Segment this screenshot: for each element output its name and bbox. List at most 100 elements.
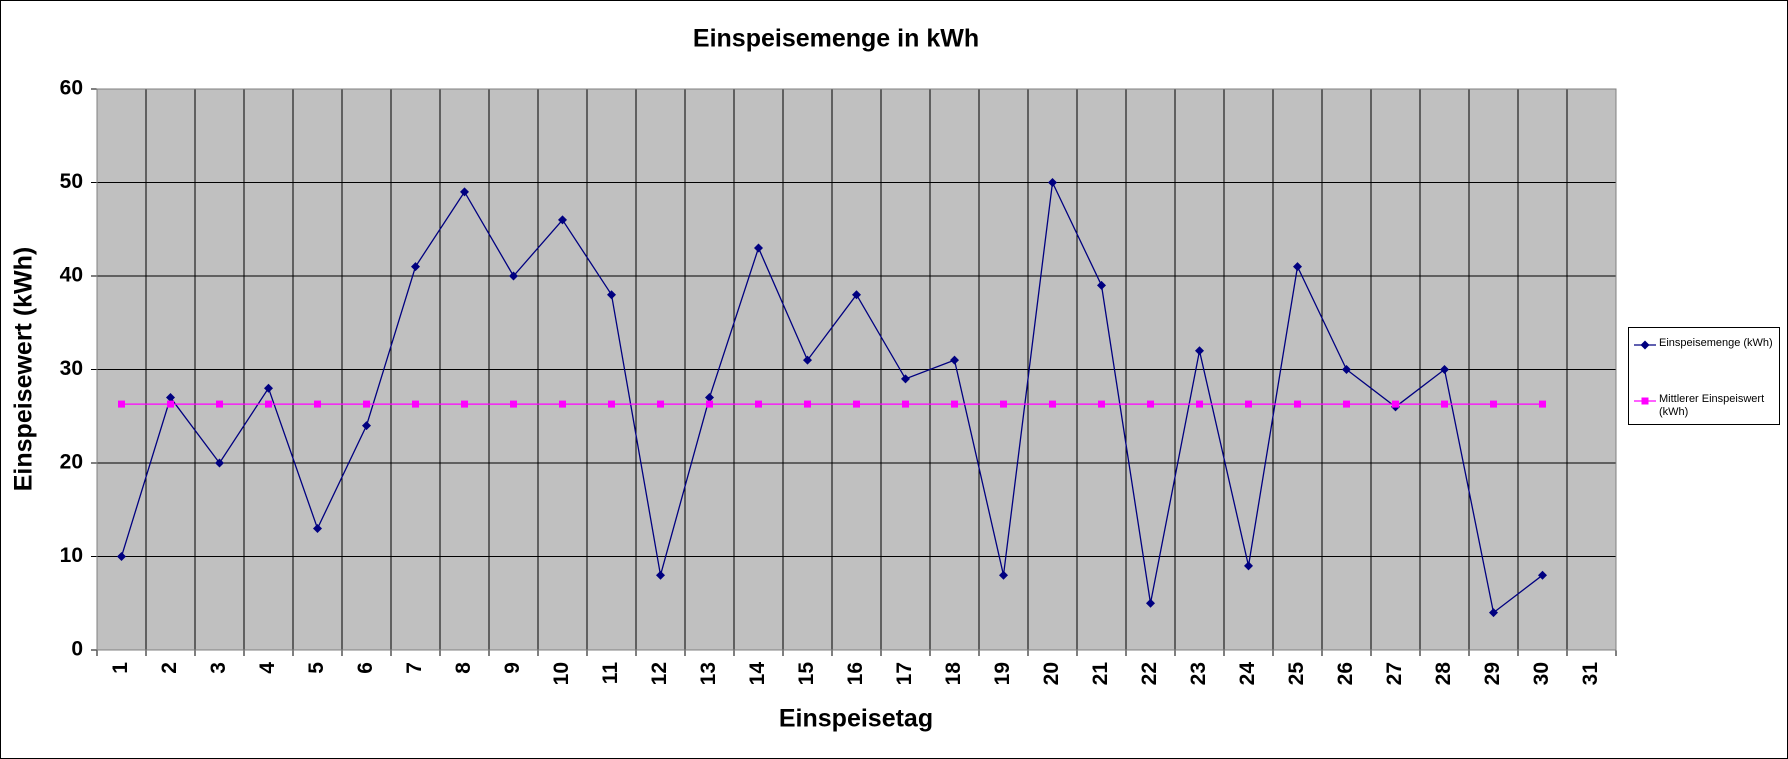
point-marker bbox=[608, 400, 615, 408]
point-marker bbox=[215, 458, 224, 468]
point-marker bbox=[1097, 280, 1106, 290]
point-marker bbox=[656, 570, 665, 580]
point-marker bbox=[314, 400, 321, 408]
point-marker bbox=[901, 374, 910, 384]
point-marker bbox=[607, 290, 616, 300]
x-tick-label: 30 bbox=[1530, 662, 1553, 685]
point-marker bbox=[362, 421, 371, 431]
x-tick-label: 20 bbox=[1040, 662, 1063, 685]
y-axis-label: Einspeisewert (kWh) bbox=[10, 247, 38, 492]
x-tick-label: 2 bbox=[158, 662, 181, 674]
x-tick-label: 13 bbox=[697, 662, 720, 685]
x-tick-label: 9 bbox=[501, 662, 524, 674]
x-tick-label: 18 bbox=[942, 662, 965, 686]
point-marker bbox=[1196, 400, 1203, 408]
y-tick-label: 30 bbox=[60, 357, 83, 380]
point-marker bbox=[412, 400, 419, 408]
point-marker bbox=[1342, 365, 1351, 374]
point-marker bbox=[411, 262, 420, 272]
x-tick-label: 29 bbox=[1481, 662, 1504, 685]
point-marker bbox=[216, 400, 223, 408]
point-marker bbox=[1000, 400, 1007, 408]
point-marker bbox=[705, 393, 714, 403]
point-marker bbox=[510, 400, 517, 408]
point-marker bbox=[509, 271, 518, 281]
point-marker bbox=[803, 355, 812, 365]
point-marker bbox=[1641, 397, 1649, 405]
x-tick-label: 15 bbox=[795, 662, 818, 686]
point-marker bbox=[559, 400, 566, 408]
x-tick-label: 26 bbox=[1334, 662, 1357, 685]
point-marker bbox=[1441, 400, 1448, 408]
y-tick-label: 60 bbox=[60, 77, 83, 100]
point-marker bbox=[1049, 400, 1056, 408]
legend-box bbox=[1628, 327, 1780, 425]
x-tick-label: 21 bbox=[1089, 662, 1112, 686]
point-marker bbox=[1392, 400, 1399, 408]
x-tick-label: 11 bbox=[599, 662, 622, 685]
x-tick-label: 4 bbox=[256, 662, 279, 674]
point-marker bbox=[902, 400, 909, 408]
point-marker bbox=[461, 400, 468, 408]
point-marker bbox=[166, 393, 175, 403]
point-marker bbox=[167, 400, 174, 408]
y-tick-label: 0 bbox=[71, 638, 83, 661]
x-tick-label: 25 bbox=[1285, 662, 1308, 686]
x-tick-label: 31 bbox=[1579, 662, 1602, 686]
y-tick-label: 20 bbox=[60, 451, 83, 474]
point-marker bbox=[1293, 262, 1302, 272]
point-marker bbox=[265, 400, 272, 408]
point-marker bbox=[657, 400, 664, 408]
x-tick-label: 16 bbox=[844, 662, 867, 685]
point-marker bbox=[804, 400, 811, 408]
x-tick-label: 23 bbox=[1187, 662, 1210, 685]
point-marker bbox=[853, 400, 860, 408]
point-marker bbox=[1146, 598, 1155, 608]
point-marker bbox=[951, 400, 958, 408]
point-marker bbox=[754, 243, 763, 253]
y-tick-label: 40 bbox=[60, 264, 83, 287]
point-marker bbox=[264, 383, 273, 393]
y-tick-label: 50 bbox=[60, 170, 83, 193]
point-marker bbox=[1490, 400, 1497, 408]
x-tick-label: 8 bbox=[452, 662, 475, 674]
point-marker bbox=[1294, 400, 1301, 408]
point-marker bbox=[1440, 365, 1449, 374]
point-marker bbox=[1098, 400, 1105, 408]
point-marker bbox=[117, 552, 126, 561]
point-marker bbox=[1195, 346, 1204, 356]
point-marker bbox=[755, 400, 762, 408]
point-marker bbox=[706, 400, 713, 408]
point-marker bbox=[460, 187, 469, 197]
y-tick-label: 10 bbox=[60, 544, 83, 567]
point-marker bbox=[999, 570, 1008, 580]
x-tick-label: 5 bbox=[305, 662, 328, 674]
point-marker bbox=[118, 400, 125, 408]
x-tick-label: 3 bbox=[207, 662, 230, 674]
x-tick-label: 28 bbox=[1432, 662, 1455, 686]
x-tick-label: 7 bbox=[403, 662, 426, 674]
point-marker bbox=[1539, 400, 1546, 408]
point-marker bbox=[1489, 608, 1498, 618]
point-marker bbox=[1244, 561, 1253, 571]
x-tick-label: 6 bbox=[354, 662, 377, 674]
chart-title: Einspeisemenge in kWh bbox=[693, 25, 979, 53]
x-tick-label: 1 bbox=[109, 662, 132, 674]
point-marker bbox=[1147, 400, 1154, 408]
point-marker bbox=[950, 355, 959, 365]
x-tick-label: 12 bbox=[648, 662, 671, 685]
x-tick-label: 14 bbox=[746, 662, 769, 686]
point-marker bbox=[1538, 570, 1547, 580]
legend-entry: Einspeisemenge (kWh) bbox=[1659, 337, 1773, 349]
x-tick-label: 19 bbox=[991, 662, 1014, 685]
point-marker bbox=[1640, 340, 1650, 350]
point-marker bbox=[313, 523, 322, 533]
x-tick-label: 10 bbox=[550, 662, 573, 685]
legend-entry: Mittlerer Einspeiswert (kWh) bbox=[1659, 393, 1764, 418]
x-axis-label: Einspeisetag bbox=[779, 705, 933, 733]
x-tick-label: 27 bbox=[1383, 662, 1406, 685]
plot-border bbox=[96, 88, 1617, 651]
point-marker bbox=[1048, 178, 1057, 187]
point-marker bbox=[1343, 400, 1350, 408]
